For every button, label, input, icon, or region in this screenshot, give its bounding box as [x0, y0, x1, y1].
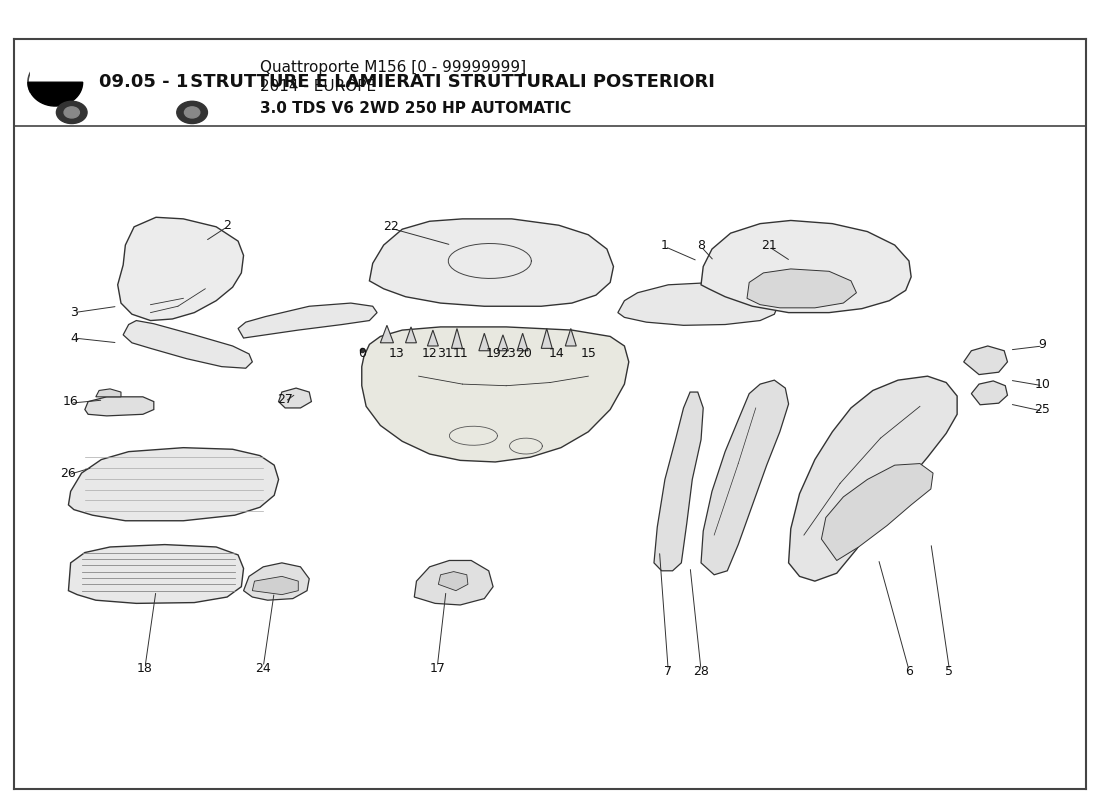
Text: 24: 24 [255, 662, 271, 675]
Polygon shape [68, 448, 278, 521]
Text: 16: 16 [63, 395, 78, 408]
Text: 3: 3 [70, 306, 78, 319]
Text: 13: 13 [389, 347, 405, 361]
Text: Quattroporte M156 [0 - 99999999]: Quattroporte M156 [0 - 99999999] [260, 61, 526, 75]
Polygon shape [971, 381, 1008, 405]
Text: 25: 25 [1035, 403, 1050, 416]
Circle shape [56, 102, 87, 123]
Polygon shape [822, 463, 933, 561]
Polygon shape [565, 329, 576, 346]
Text: 11: 11 [452, 347, 469, 361]
Polygon shape [747, 269, 857, 308]
Polygon shape [497, 335, 508, 350]
Text: 31: 31 [437, 347, 453, 361]
Polygon shape [28, 82, 82, 106]
Text: 19: 19 [485, 347, 501, 361]
Text: 1: 1 [661, 238, 669, 251]
Text: 23: 23 [500, 347, 516, 361]
Polygon shape [406, 327, 417, 342]
Polygon shape [238, 303, 377, 338]
Polygon shape [118, 218, 243, 321]
Circle shape [185, 107, 200, 118]
Polygon shape [654, 392, 703, 571]
Polygon shape [439, 571, 468, 590]
Polygon shape [362, 327, 629, 462]
Polygon shape [701, 221, 911, 313]
Text: 10: 10 [1035, 378, 1050, 390]
Text: 6: 6 [905, 666, 913, 678]
Text: 09.05 - 1: 09.05 - 1 [99, 74, 188, 91]
Polygon shape [243, 563, 309, 600]
Polygon shape [68, 545, 243, 603]
Polygon shape [123, 321, 252, 368]
Text: 2: 2 [223, 218, 231, 232]
Polygon shape [428, 330, 439, 346]
Polygon shape [789, 376, 957, 581]
Text: 20: 20 [516, 347, 531, 361]
Circle shape [177, 102, 208, 123]
Text: 21: 21 [761, 238, 777, 251]
Text: 18: 18 [138, 662, 153, 675]
Polygon shape [478, 334, 490, 350]
Text: 27: 27 [277, 394, 293, 406]
Polygon shape [541, 329, 552, 348]
Text: 28: 28 [693, 666, 710, 678]
Text: 12: 12 [421, 347, 438, 361]
Text: 17: 17 [429, 662, 446, 675]
Polygon shape [517, 334, 528, 350]
Text: 3.0 TDS V6 2WD 250 HP AUTOMATIC: 3.0 TDS V6 2WD 250 HP AUTOMATIC [260, 101, 571, 116]
Polygon shape [451, 329, 462, 348]
Text: 8: 8 [697, 238, 705, 251]
Text: 4: 4 [70, 331, 78, 345]
Polygon shape [381, 326, 394, 342]
Polygon shape [618, 282, 778, 326]
Text: 0: 0 [358, 347, 366, 361]
Polygon shape [370, 219, 614, 306]
Text: 7: 7 [664, 666, 672, 678]
Polygon shape [96, 389, 121, 397]
Polygon shape [278, 388, 311, 408]
Polygon shape [74, 60, 167, 80]
Text: STRUTTURE E LAMIERATI STRUTTURALI POSTERIORI: STRUTTURE E LAMIERATI STRUTTURALI POSTER… [185, 74, 715, 91]
Polygon shape [415, 561, 493, 605]
Circle shape [64, 107, 79, 118]
Text: 9: 9 [1038, 338, 1046, 351]
Text: 22: 22 [384, 220, 399, 234]
Polygon shape [85, 397, 154, 416]
Text: 2014 - EUROPE: 2014 - EUROPE [260, 79, 376, 94]
Text: 14: 14 [549, 347, 564, 361]
Polygon shape [964, 346, 1008, 374]
Text: 5: 5 [946, 666, 954, 678]
Polygon shape [35, 58, 227, 117]
Polygon shape [701, 380, 789, 574]
Bar [30, 50, 232, 123]
Polygon shape [252, 576, 298, 594]
Text: 26: 26 [60, 466, 76, 479]
Text: 15: 15 [581, 347, 596, 361]
